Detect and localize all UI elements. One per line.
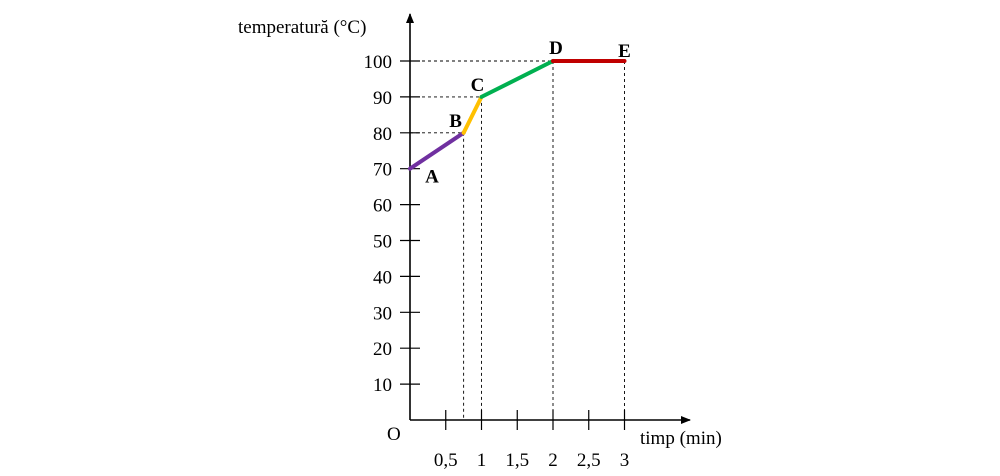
y-tick-label: 100 [364,52,393,73]
y-tick-label: 10 [373,375,392,396]
guide-lines [410,60,625,420]
x-tick-label: 0,5 [434,450,458,471]
y-tick-label: 40 [373,267,392,288]
x-tick-label: 1,5 [505,450,529,471]
labels: temperatură (°C) timp (min) O [238,17,722,449]
point-label-D: D [549,38,563,59]
y-axis-label: temperatură (°C) [238,17,366,38]
origin-label: O [387,424,401,445]
point-label-C: C [471,75,485,96]
x-tick-label: 3 [620,450,630,471]
y-tick-label: 30 [373,303,392,324]
x-tick-label: 2,5 [577,450,601,471]
y-tick-label: 80 [373,124,392,145]
ticks: 10 20 30 40 50 60 70 80 90 100 0,5 1 1,5 2 2,5 3 [364,52,630,471]
x-tick-label: 1 [477,450,487,471]
x-axis-label: timp (min) [640,428,722,449]
y-tick-label: 90 [373,88,392,109]
point-label-E: E [618,41,631,62]
y-tick-label: 70 [373,160,392,181]
point-label-B: B [449,111,462,132]
y-tick-label: 60 [373,196,392,217]
segment-CD [479,59,555,99]
axes [406,13,691,424]
segment-BC [461,94,484,135]
y-tick-label: 50 [373,232,392,253]
data-segments [408,59,627,171]
x-tick-label: 2 [548,450,558,471]
y-tick-label: 20 [373,339,392,360]
point-labels: A BC D E [425,38,631,188]
point-label-A: A [425,167,439,188]
segment-AB [408,130,466,171]
